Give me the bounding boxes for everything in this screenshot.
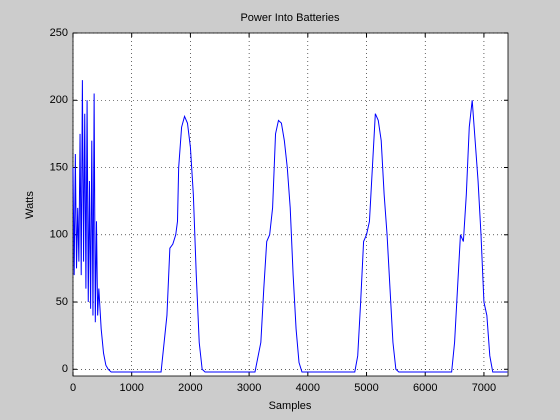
y-tick-label: 50	[56, 296, 68, 308]
y-tick-label: 0	[62, 363, 68, 375]
x-tick-label: 6000	[413, 382, 437, 394]
x-tick-label: 5000	[354, 382, 378, 394]
x-tick-label: 2000	[178, 382, 202, 394]
x-tick-label: 3000	[237, 382, 261, 394]
x-tick-label: 4000	[296, 382, 320, 394]
x-tick-label: 0	[70, 382, 76, 394]
y-tick-label: 200	[50, 94, 68, 106]
chart-title: Power Into Batteries	[240, 12, 340, 24]
plot-area	[72, 32, 509, 377]
x-tick-label: 7000	[472, 382, 496, 394]
y-tick-label: 150	[50, 161, 68, 173]
y-tick-label: 250	[50, 27, 68, 39]
x-axis-label: Samples	[269, 400, 312, 412]
data-line	[72, 80, 508, 373]
y-axis-label: Watts	[24, 191, 36, 219]
x-tick-label: 1000	[119, 382, 143, 394]
y-tick-label: 100	[50, 229, 68, 241]
